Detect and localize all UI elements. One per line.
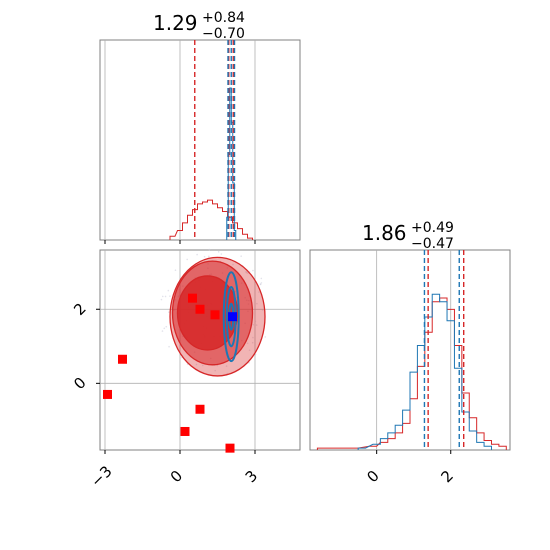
marker-red (188, 293, 197, 303)
marker-red (118, 354, 127, 364)
tick-label-x-param2: 2 (437, 467, 456, 486)
scatter-point (251, 341, 254, 344)
scatter-point (167, 289, 170, 292)
scatter-point (226, 372, 229, 375)
scatter-point (261, 309, 264, 311)
scatter-point (260, 282, 263, 284)
scatter-point (254, 320, 257, 323)
scatter-point (258, 291, 260, 293)
quantile-lines-param2 (423, 250, 465, 450)
contour-blue (222, 271, 240, 363)
scatter-point (163, 327, 166, 330)
marginal-panel-param1: 1.29 +0.84 −0.70 (99, 10, 301, 244)
tick-label-y-joint: 2 (70, 300, 89, 319)
title-minus-param2: −0.47 (411, 236, 454, 252)
tick-label-x-joint: −3 (87, 462, 115, 490)
scatter-point (214, 369, 216, 372)
marker-red (103, 389, 112, 399)
scatter-point (165, 325, 168, 328)
tick-label-x-joint: 3 (242, 467, 261, 486)
scatter-point (232, 263, 234, 266)
marker-red (195, 304, 205, 314)
scatter-point (201, 364, 204, 367)
scatter-point (252, 336, 254, 339)
scatter-point (208, 248, 211, 251)
scatter-point (164, 295, 167, 298)
scatter-point (259, 283, 262, 286)
scatter-point (264, 336, 267, 338)
scatter-point (168, 311, 170, 313)
tick-label-x-joint: 0 (167, 467, 186, 486)
scatter-point (160, 298, 163, 301)
scatter-point (240, 255, 242, 257)
marker-red (210, 310, 220, 320)
scatter-point (217, 251, 220, 253)
scatter-point (246, 342, 249, 345)
scatter-point (248, 349, 251, 352)
title-value-param1: 1.29 (153, 11, 198, 35)
marker-blue (228, 312, 237, 322)
scatter-point (196, 253, 198, 256)
scatter-point (246, 272, 249, 274)
grid-param2 (376, 250, 452, 450)
scatter-point (256, 302, 258, 305)
scatter-point (225, 365, 228, 367)
scatter-point (161, 295, 164, 298)
scatter-point (208, 255, 210, 258)
title-plus-param2: +0.49 (411, 220, 454, 236)
scatter-point (252, 269, 254, 272)
scatter-point (252, 323, 254, 326)
scatter-point (169, 295, 171, 297)
grid-param1 (104, 40, 256, 240)
marker-red (225, 443, 235, 453)
title-value-param2: 1.86 (362, 221, 407, 245)
title-minus-param1: −0.70 (202, 26, 245, 42)
title-plus-param1: +0.84 (202, 10, 245, 26)
scatter-point (161, 330, 164, 332)
marker-red (180, 426, 190, 436)
scatter-point (220, 253, 223, 255)
scatter-point (186, 258, 189, 261)
scatter-point (260, 277, 263, 280)
tick-label-x-param2: 0 (363, 467, 382, 486)
scatter-point (174, 269, 177, 272)
marker-red (195, 404, 205, 414)
histogram-red-param1 (169, 199, 253, 240)
scatter-point (248, 362, 250, 364)
quantile-lines-param1 (194, 40, 236, 240)
scatter-point (168, 345, 170, 348)
joint-panel: −3 0 3 0 2 (70, 248, 301, 491)
ticks-param1 (104, 240, 256, 244)
scatter-point (245, 271, 248, 274)
scatter-point (255, 324, 258, 326)
tick-label-y-joint: 0 (70, 374, 89, 393)
scatter-point (195, 363, 198, 366)
scatter-point (203, 255, 206, 258)
markers-joint (103, 293, 237, 453)
